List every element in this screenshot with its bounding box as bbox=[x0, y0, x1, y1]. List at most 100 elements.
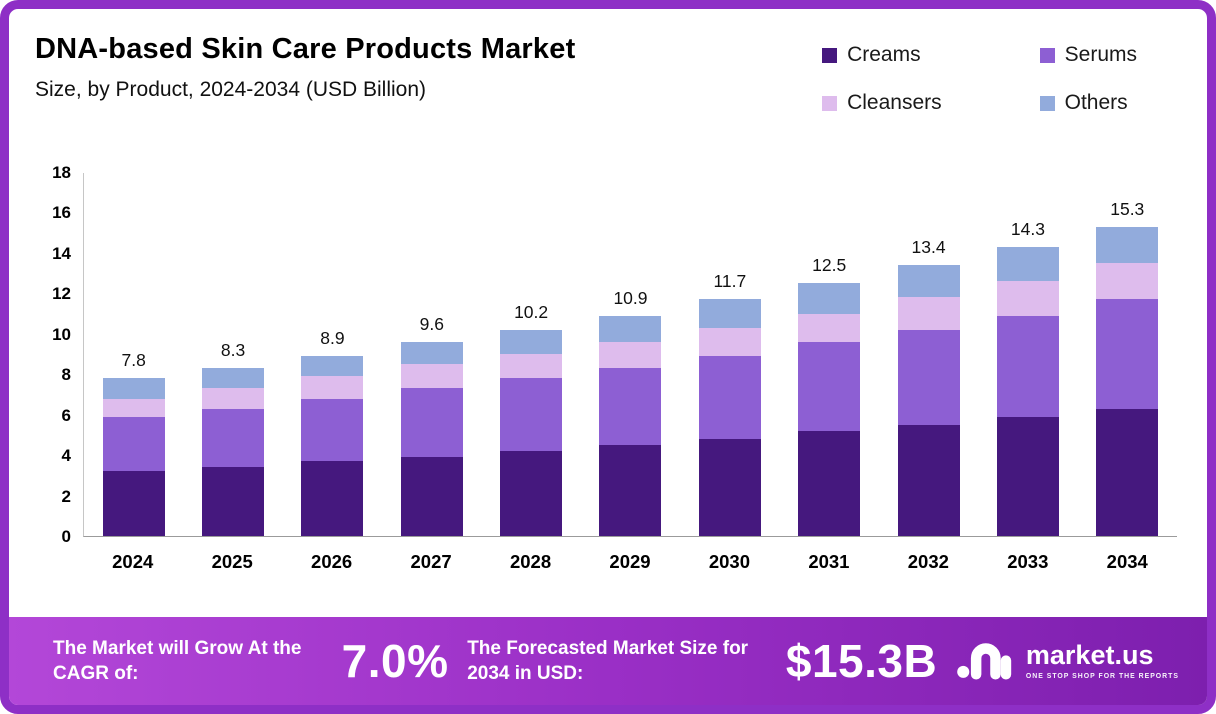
serums-segment bbox=[798, 341, 861, 431]
market-us-logo: market.us ONE STOP SHOP FOR THE REPORTS bbox=[956, 638, 1179, 685]
legend-label: Serums bbox=[1064, 43, 1137, 66]
bar-2028: 10.2 bbox=[481, 173, 580, 536]
legend-swatch bbox=[1039, 47, 1055, 63]
bar-2032: 13.4 bbox=[879, 173, 978, 536]
others-segment bbox=[301, 356, 364, 377]
others-segment bbox=[798, 283, 861, 314]
bar-total-label: 10.9 bbox=[613, 287, 648, 308]
serums-segment bbox=[1096, 299, 1159, 409]
bar-2034: 15.3 bbox=[1078, 173, 1177, 536]
bar-2030: 11.7 bbox=[680, 173, 779, 536]
legend-swatch bbox=[822, 47, 838, 63]
cleansers-segment bbox=[996, 281, 1059, 316]
others-segment bbox=[1096, 226, 1159, 264]
serums-segment bbox=[400, 388, 463, 458]
x-axis-label: 2030 bbox=[708, 551, 751, 572]
bar-total-label: 11.7 bbox=[713, 271, 747, 292]
legend-item-cleansers: Cleansers bbox=[822, 91, 942, 115]
legend-swatch bbox=[1039, 95, 1055, 111]
creams-segment bbox=[102, 471, 165, 536]
bar-total-label: 10.2 bbox=[514, 301, 549, 322]
serums-segment bbox=[202, 408, 265, 468]
cleansers-segment bbox=[798, 313, 861, 342]
legend-label: Others bbox=[1064, 91, 1128, 114]
others-segment bbox=[500, 329, 563, 355]
page-subtitle: Size, by Product, 2024-2034 (USD Billion… bbox=[35, 78, 427, 101]
serums-segment bbox=[500, 378, 563, 452]
creams-segment bbox=[400, 457, 463, 536]
y-tick-label: 12 bbox=[52, 284, 71, 304]
brand-name: market.us bbox=[1025, 640, 1154, 670]
legend-label: Creams bbox=[847, 43, 921, 66]
creams-segment bbox=[996, 416, 1059, 536]
y-tick-label: 16 bbox=[52, 203, 71, 223]
x-axis-label: 2027 bbox=[410, 551, 452, 572]
y-tick-label: 2 bbox=[61, 486, 71, 506]
x-axis-label: 2032 bbox=[907, 551, 949, 572]
stacked-bar-chart: 0 2 4 6 8 10 12 14 16 18 7.8 8.3 8.9 9.6 10.2 10.9 11.7… bbox=[33, 163, 1177, 573]
x-axis-label: 2028 bbox=[509, 551, 552, 572]
serums-segment bbox=[897, 329, 960, 425]
bar-total-label: 8.9 bbox=[320, 328, 345, 349]
x-axis-label: 2034 bbox=[1106, 551, 1148, 572]
bar-total-label: 14.3 bbox=[1010, 218, 1045, 239]
x-axis-label: 2025 bbox=[211, 551, 253, 572]
legend-item-others: Others bbox=[1039, 91, 1137, 115]
serums-segment bbox=[698, 356, 761, 439]
plot-area: 7.8 8.3 8.9 9.6 10.2 10.9 11.7 12.5 13.4 14.3 15.3… bbox=[83, 173, 1177, 573]
legend-label: Cleansers bbox=[847, 91, 942, 114]
cleansers-segment bbox=[400, 364, 463, 389]
bar-total-label: 12.5 bbox=[812, 255, 847, 276]
x-axis-label: 2031 bbox=[808, 551, 850, 572]
legend: Creams Serums Cleansers Others bbox=[822, 43, 1137, 115]
creams-segment bbox=[798, 430, 861, 536]
others-segment bbox=[102, 378, 165, 399]
bars-container: 7.8 8.3 8.9 9.6 10.2 10.9 11.7 12.5 13.4 14.3 15.3 bbox=[83, 173, 1177, 537]
others-segment bbox=[202, 368, 265, 389]
y-axis: 0 2 4 6 8 10 12 14 16 18 bbox=[33, 163, 83, 546]
creams-segment bbox=[301, 461, 364, 536]
bar-total-label: 13.4 bbox=[911, 237, 946, 258]
cleansers-segment bbox=[897, 297, 960, 330]
brand-tagline: ONE STOP SHOP FOR THE REPORTS bbox=[1025, 673, 1179, 680]
cleansers-segment bbox=[1096, 263, 1159, 300]
cleansers-segment bbox=[599, 341, 662, 369]
creams-segment bbox=[897, 424, 960, 536]
cagr-label: The Market will Grow At the CAGR of: bbox=[53, 637, 302, 684]
bar-2026: 8.9 bbox=[283, 173, 382, 536]
market-us-logo-icon bbox=[956, 638, 1014, 685]
legend-swatch bbox=[822, 95, 838, 111]
creams-segment bbox=[599, 445, 662, 536]
y-tick-label: 4 bbox=[61, 446, 71, 466]
legend-item-creams: Creams bbox=[822, 43, 942, 67]
others-segment bbox=[698, 299, 761, 328]
x-axis-label: 2024 bbox=[112, 551, 154, 572]
footer-banner: The Market will Grow At the CAGR of: 7.0… bbox=[9, 617, 1207, 705]
bar-total-label: 15.3 bbox=[1110, 198, 1145, 219]
brand-text: market.us ONE STOP SHOP FOR THE REPORTS bbox=[1025, 640, 1179, 681]
cleansers-segment bbox=[301, 376, 364, 399]
cleansers-segment bbox=[698, 327, 761, 357]
y-tick-label: 18 bbox=[52, 163, 71, 182]
x-axis-label: 2029 bbox=[609, 551, 651, 572]
forecast-label: The Forecasted Market Size for 2034 in U… bbox=[467, 637, 749, 684]
x-axis-labels: 2024 2025 2026 2027 2028 2029 2030 2031 2032 2033… bbox=[83, 551, 1177, 573]
serums-segment bbox=[996, 315, 1059, 417]
x-axis-label: 2026 bbox=[311, 551, 353, 572]
title-block: DNA-based Skin Care Products Market Size… bbox=[35, 33, 575, 102]
cleansers-segment bbox=[500, 354, 563, 379]
creams-segment bbox=[202, 467, 265, 536]
bar-total-label: 8.3 bbox=[220, 340, 246, 361]
bar-total-label: 7.8 bbox=[121, 350, 146, 371]
x-axis-label: 2033 bbox=[1007, 551, 1049, 572]
header: DNA-based Skin Care Products Market Size… bbox=[9, 9, 1207, 115]
bar-2033: 14.3 bbox=[978, 173, 1077, 536]
serums-segment bbox=[599, 368, 662, 445]
y-tick-label: 14 bbox=[52, 243, 71, 263]
others-segment bbox=[996, 246, 1059, 282]
cleansers-segment bbox=[102, 398, 165, 417]
others-segment bbox=[400, 341, 463, 365]
others-segment bbox=[599, 315, 662, 342]
legend-item-serums: Serums bbox=[1039, 43, 1137, 67]
